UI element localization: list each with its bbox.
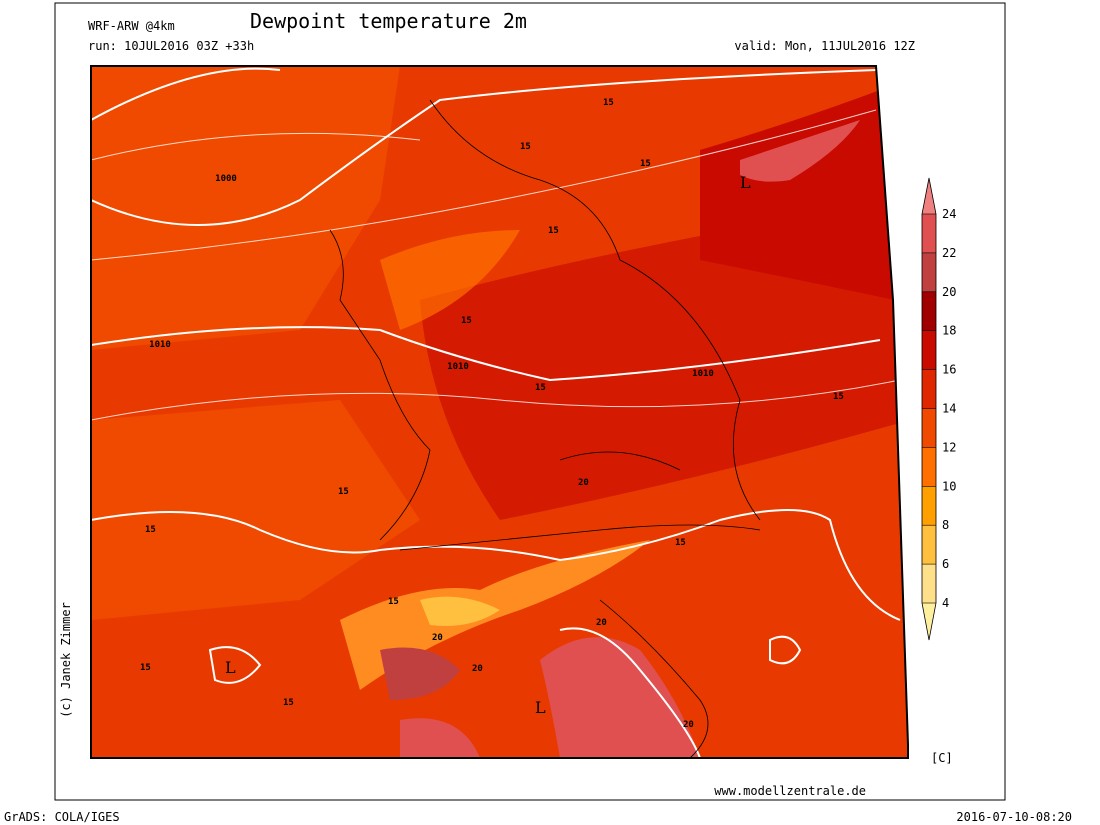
dewpoint-label: 20 <box>472 664 483 674</box>
colorbar-bin <box>922 408 936 448</box>
low-marker: L <box>225 658 236 677</box>
colorbar-unit: [C] <box>931 751 953 765</box>
colorbar-tick-label: 12 <box>942 440 956 454</box>
colorbar-tick-label: 22 <box>942 246 956 260</box>
low-marker: L <box>535 698 546 717</box>
colorbar-bin <box>922 291 936 331</box>
map <box>91 66 908 758</box>
colorbar-tick-label: 24 <box>942 207 956 221</box>
colorbar-bin <box>922 525 936 565</box>
dewpoint-label: 15 <box>535 383 546 393</box>
website: www.modellzentrale.de <box>714 784 866 798</box>
dewpoint-label: 15 <box>548 226 559 236</box>
isobar-label: 1000 <box>215 174 237 184</box>
low-marker: L <box>740 173 751 192</box>
isobar-label: 1010 <box>447 362 469 372</box>
dewpoint-label: 15 <box>603 98 614 108</box>
title: Dewpoint temperature 2m <box>250 9 527 33</box>
colorbar-under <box>922 603 936 640</box>
dewpoint-label: 15 <box>145 525 156 535</box>
colorbar-tick-label: 14 <box>942 402 956 416</box>
colorbar-tick-label: 8 <box>942 518 949 532</box>
isobar-label: 1010 <box>149 340 171 350</box>
dewpoint-label: 15 <box>338 487 349 497</box>
credit: (c) Janek Zimmer <box>59 602 73 718</box>
colorbar: 4 6 8 10 12 14 16 18 20 22 24 <box>921 177 956 641</box>
colorbar-tick-label: 4 <box>942 596 949 610</box>
colorbar-tick-label: 16 <box>942 363 956 377</box>
colorbar-bin <box>922 564 936 603</box>
colorbar-bin <box>922 330 936 370</box>
colorbar-bin <box>922 252 936 292</box>
colorbar-bin <box>922 486 936 526</box>
colorbar-bin <box>922 447 936 487</box>
dewpoint-label: 15 <box>520 142 531 152</box>
dewpoint-label: 20 <box>683 720 694 730</box>
dewpoint-label: 15 <box>833 392 844 402</box>
dewpoint-label: 20 <box>596 618 607 628</box>
map-border <box>90 65 909 759</box>
dewpoint-label: 15 <box>283 698 294 708</box>
colorbar-bin <box>922 214 936 253</box>
colorbar-over <box>922 178 936 214</box>
dewpoint-label: 15 <box>388 597 399 607</box>
colorbar-tick-label: 10 <box>942 479 956 493</box>
dewpoint-label: 15 <box>675 538 686 548</box>
contour-labels: 1000 1010 1010 1010 15 15 15 15 15 15 15… <box>140 98 844 730</box>
dewpoint-label: 15 <box>140 663 151 673</box>
footer-software: GrADS: COLA/IGES <box>4 810 120 824</box>
dewpoint-label: 20 <box>432 633 443 643</box>
valid: valid: Mon, 11JUL2016 12Z <box>734 39 915 53</box>
colorbar-bin <box>922 369 936 409</box>
colorbar-tick-label: 20 <box>942 285 956 299</box>
colorbar-tick-label: 18 <box>942 324 956 338</box>
run: run: 10JUL2016 03Z +33h <box>88 39 254 53</box>
model: WRF-ARW @4km <box>88 19 175 33</box>
dewpoint-label: 15 <box>640 159 651 169</box>
dewpoint-label: 20 <box>578 478 589 488</box>
dewpoint-label: 15 <box>461 316 472 326</box>
footer-timestamp: 2016-07-10-08:20 <box>956 810 1072 824</box>
colorbar-tick-label: 6 <box>942 557 949 571</box>
isobar-label: 1010 <box>692 369 714 379</box>
